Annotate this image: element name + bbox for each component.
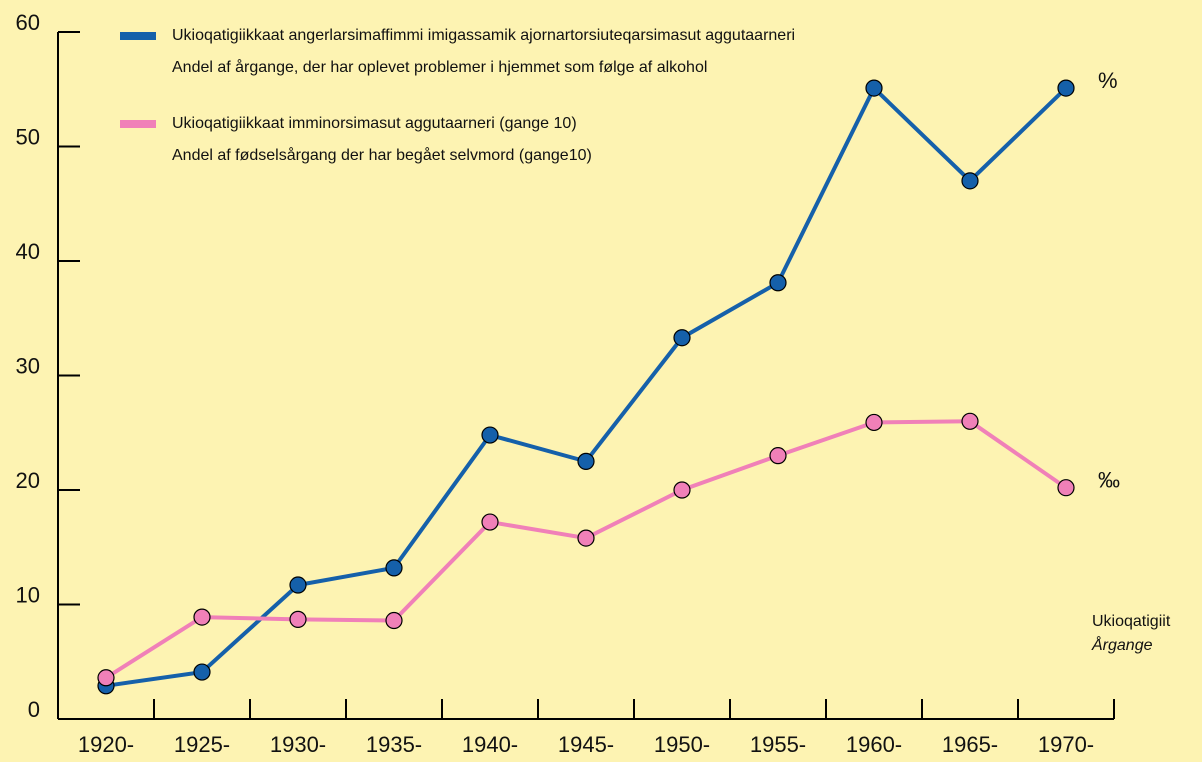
x-tick-label: 1955- bbox=[750, 732, 806, 757]
point bbox=[865, 79, 883, 97]
unit-label: ‰ bbox=[1098, 468, 1120, 493]
point bbox=[769, 447, 787, 465]
y-tick-label: 60 bbox=[16, 10, 40, 35]
y-tick-label: 20 bbox=[16, 468, 40, 493]
x-tick-label: 1960- bbox=[846, 732, 902, 757]
x-tick-label: 1950- bbox=[654, 732, 710, 757]
point bbox=[481, 513, 499, 531]
point bbox=[193, 663, 211, 681]
x-tick-label: 1920- bbox=[78, 732, 134, 757]
legend-label: Ukioqatigiikkaat imminorsimasut aggutaar… bbox=[172, 115, 577, 132]
point bbox=[769, 274, 787, 292]
y-tick-label: 30 bbox=[16, 353, 40, 378]
y-tick-label: 40 bbox=[16, 239, 40, 264]
x-tick-label: 1965- bbox=[942, 732, 998, 757]
point bbox=[385, 559, 403, 577]
legend-sublabel: Andel af årgange, der har oplevet proble… bbox=[172, 58, 707, 76]
x-tick-label: 1945- bbox=[558, 732, 614, 757]
point bbox=[961, 172, 979, 190]
point bbox=[97, 669, 115, 687]
point bbox=[193, 608, 211, 626]
legend-swatch bbox=[120, 120, 156, 128]
x-axis-label: Ukioqatigiit bbox=[1092, 613, 1171, 630]
point bbox=[481, 426, 499, 444]
legend-swatch bbox=[120, 32, 156, 40]
point bbox=[289, 610, 307, 628]
x-tick-label: 1940- bbox=[462, 732, 518, 757]
point bbox=[577, 452, 595, 470]
point bbox=[289, 576, 307, 594]
y-tick-label: 50 bbox=[16, 124, 40, 149]
x-tick-label: 1930- bbox=[270, 732, 326, 757]
x-tick-label: 1935- bbox=[366, 732, 422, 757]
point bbox=[1057, 479, 1075, 497]
x-tick-label: 1925- bbox=[174, 732, 230, 757]
point bbox=[961, 412, 979, 430]
point bbox=[577, 529, 595, 547]
unit-label: % bbox=[1098, 68, 1118, 93]
x-axis-sublabel: Årgange bbox=[1091, 635, 1153, 654]
point bbox=[865, 413, 883, 432]
point bbox=[385, 611, 403, 630]
legend-label: Ukioqatigiikkaat angerlarsimaffimmi imig… bbox=[172, 27, 795, 44]
point bbox=[1057, 79, 1075, 97]
y-tick-label: 0 bbox=[28, 697, 40, 722]
point bbox=[673, 481, 691, 499]
legend-sublabel: Andel af fødselsårgang der har begået se… bbox=[172, 146, 592, 164]
point bbox=[673, 329, 691, 347]
y-tick-label: 10 bbox=[16, 582, 40, 607]
x-tick-label: 1970- bbox=[1038, 732, 1094, 757]
